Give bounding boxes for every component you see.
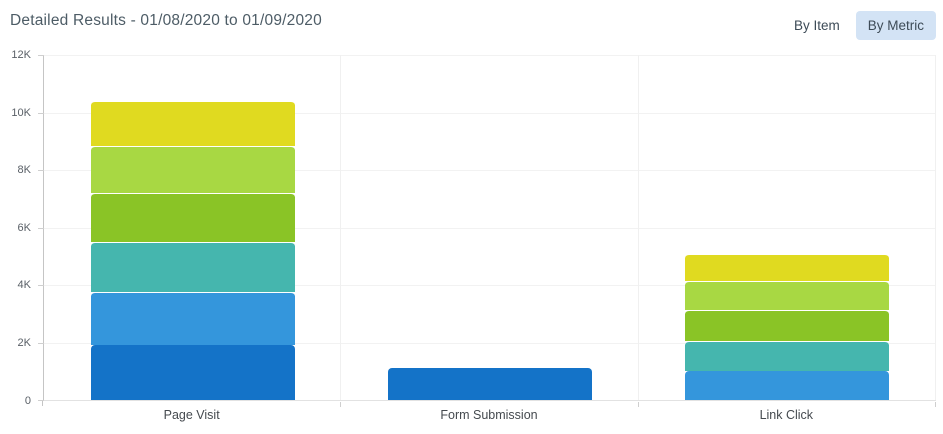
- x-axis-category-label: Link Click: [759, 408, 814, 422]
- y-axis-tick: [38, 170, 44, 171]
- y-axis-tick-label: 8K: [17, 164, 31, 176]
- y-axis-tick: [38, 55, 44, 56]
- y-axis-tick: [38, 285, 44, 286]
- gridline: [44, 112, 936, 114]
- y-axis-tick: [38, 227, 44, 229]
- gridline: [44, 55, 936, 56]
- y-axis-tick-label: 6K: [17, 221, 31, 234]
- bar-segment-teal[interactable]: [685, 341, 890, 372]
- plot-area: [38, 55, 936, 401]
- bar-segment-yellow[interactable]: [90, 101, 295, 146]
- y-axis-tick: [38, 400, 44, 401]
- by-item-button[interactable]: By Item: [782, 11, 852, 40]
- y-axis-bottom-tick: [42, 401, 43, 406]
- bar-segment-dark-blue[interactable]: [90, 345, 295, 400]
- y-axis-tick-label: 0: [24, 395, 31, 407]
- x-axis-tick: [340, 402, 341, 407]
- bar-segment-yellow[interactable]: [685, 254, 890, 281]
- by-metric-button[interactable]: By Metric: [855, 11, 936, 40]
- gridline: [44, 227, 936, 229]
- category-separator: [340, 55, 341, 400]
- x-axis-tick: [935, 402, 936, 407]
- x-axis-tick: [638, 402, 639, 407]
- x-axis-category-label: Page Visit: [163, 408, 220, 422]
- gridline: [44, 170, 936, 171]
- y-axis-tick-label: 4K: [17, 279, 31, 291]
- y-axis-tick: [38, 342, 44, 344]
- bar-segment-light-green[interactable]: [685, 280, 890, 310]
- x-axis-category-label: Form Submission: [440, 408, 538, 422]
- view-toggle: By Item By Metric: [782, 11, 936, 40]
- category-separator: [638, 55, 639, 400]
- y-axis-tick: [38, 112, 44, 114]
- gridline: [44, 285, 936, 286]
- bar-segment-dark-blue[interactable]: [388, 367, 592, 400]
- page-title: Detailed Results - 01/08/2020 to 01/09/2…: [10, 12, 322, 29]
- category-separator: [935, 55, 936, 400]
- bar-segment-teal[interactable]: [90, 241, 295, 293]
- bar-segment-green[interactable]: [685, 309, 890, 342]
- y-axis-tick-label: 2K: [17, 336, 31, 349]
- y-axis-labels: 0 2K 4K 6K 8K 10K 12K: [0, 49, 37, 407]
- y-axis-tick-label: 12K: [11, 49, 31, 61]
- bar-segment-light-green[interactable]: [90, 145, 295, 193]
- gridline: [44, 342, 936, 344]
- bar-segment-green[interactable]: [90, 193, 295, 242]
- bar-segment-blue[interactable]: [685, 371, 890, 400]
- bar-segment-blue[interactable]: [90, 292, 295, 346]
- y-axis-tick-label: 10K: [11, 106, 31, 119]
